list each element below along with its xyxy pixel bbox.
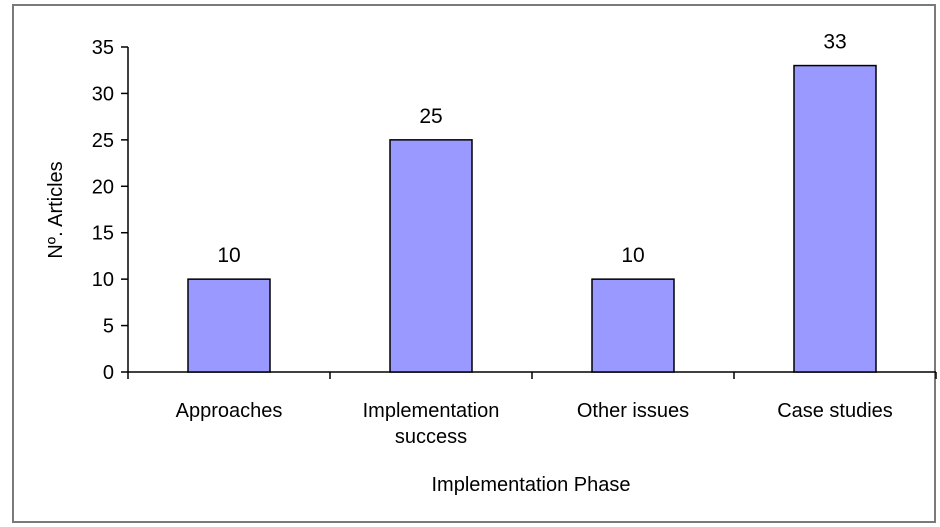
y-tick-label: 25 — [92, 130, 114, 152]
y-ticks: 0 5 10 15 20 25 30 35 — [92, 37, 937, 384]
y-tick-label: 5 — [103, 316, 114, 338]
x-tick-label: Case studies — [777, 400, 893, 422]
bar — [591, 278, 675, 373]
x-axis-title: Implementation Phase — [431, 474, 630, 496]
y-tick-label: 0 — [103, 362, 114, 384]
y-tick-label: 20 — [92, 176, 114, 198]
bar — [187, 278, 271, 373]
data-label: 25 — [419, 105, 442, 128]
bar — [389, 139, 473, 373]
y-axis-title: Nº. Articles — [45, 161, 67, 258]
x-tick-label: Approaches — [176, 400, 283, 422]
data-label: 10 — [217, 244, 240, 267]
x-tick-label: Implementation — [363, 400, 500, 422]
x-tick-label: success — [395, 426, 467, 448]
y-tick-label: 35 — [92, 37, 114, 59]
x-tick-label: Other issues — [577, 400, 689, 422]
y-tick-label: 10 — [92, 269, 114, 291]
y-tick-label: 15 — [92, 223, 114, 245]
labels: 10 Approaches 25 Implementation success 10 Oth… — [176, 31, 893, 448]
bar — [793, 64, 877, 373]
data-label: 33 — [823, 31, 846, 54]
data-label: 10 — [621, 244, 644, 267]
chart-frame — [12, 4, 936, 523]
bars — [187, 64, 877, 373]
y-tick-label: 30 — [92, 83, 114, 105]
